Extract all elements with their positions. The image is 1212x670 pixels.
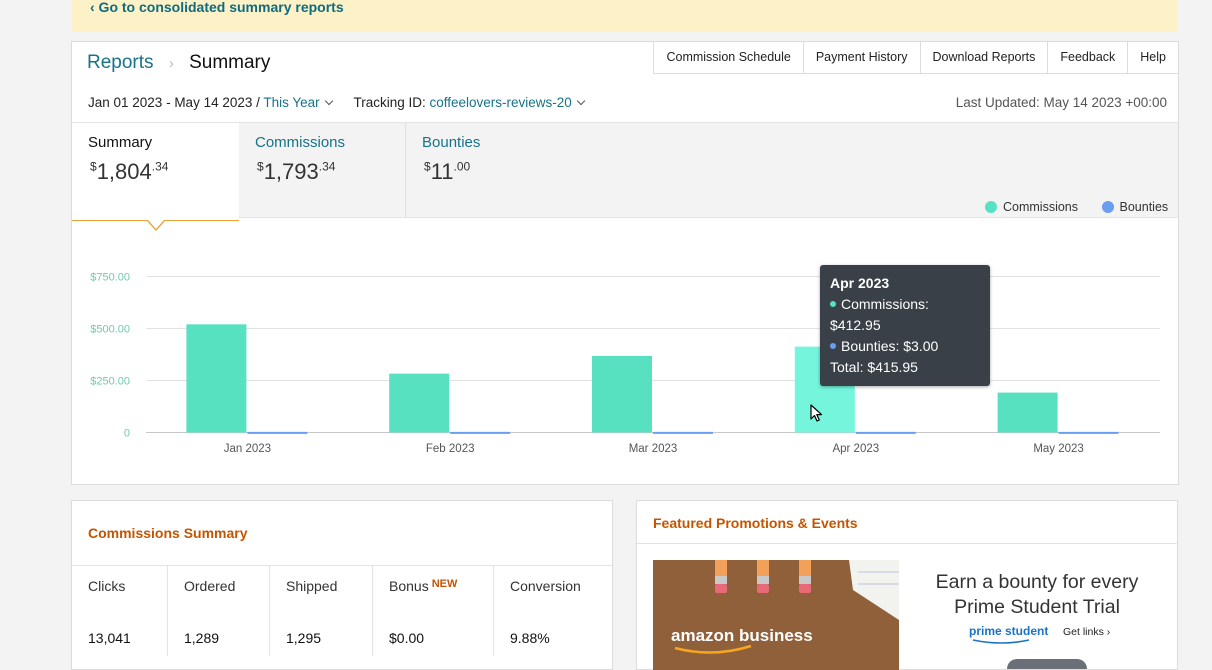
nav-help[interactable]: Help	[1127, 42, 1178, 74]
commissions-summary-stats: Clicks 13,041 Ordered 1,289 Shipped 1,29…	[72, 565, 612, 656]
period-selector[interactable]: This Year	[263, 95, 320, 110]
tab-summary-value: $1,804.34	[90, 159, 169, 184]
tooltip-commissions-dot-icon	[830, 301, 836, 307]
page-title: Summary	[189, 52, 271, 73]
stat-shipped: Shipped 1,295	[270, 566, 373, 656]
active-tab-caret-icon	[147, 220, 165, 231]
tab-commissions-label: Commissions	[255, 134, 346, 151]
stat-conversion-value: 9.88%	[510, 630, 550, 646]
tab-bounties[interactable]: Bounties $11.00	[406, 123, 573, 217]
tab-commissions[interactable]: Commissions $1,793.34	[239, 123, 406, 217]
legend-bounties-dot-icon	[1101, 201, 1114, 213]
tab-bounties-label: Bounties	[422, 134, 481, 151]
stat-clicks: Clicks 13,041	[72, 566, 168, 656]
consolidated-reports-link[interactable]: ‹ Go to consolidated summary reports	[90, 0, 344, 15]
breadcrumb-reports[interactable]: Reports	[87, 52, 154, 73]
stat-bonus-value: $0.00	[389, 630, 425, 646]
nav-commission-schedule[interactable]: Commission Schedule	[653, 42, 803, 74]
amazon-business-banner[interactable]: amazon business	[653, 560, 899, 670]
commissions-summary-title: Commissions Summary	[88, 525, 248, 541]
prime-student-logo: prime student	[969, 624, 1048, 644]
tooltip-total: Total: $415.95	[830, 359, 918, 375]
promo-headline: Earn a bounty for every Prime Student Tr…	[935, 571, 1139, 618]
breadcrumb-separator-icon: ›	[168, 55, 174, 72]
tooltip-commissions: Commissions: $412.95	[830, 296, 929, 333]
last-updated: Last Updated: May 14 2023 +00:00	[955, 95, 1167, 110]
tab-bounties-value: $11.00	[424, 159, 471, 184]
promotions-card: Featured Promotions & Events amazon busi…	[636, 500, 1178, 670]
mouse-cursor-icon	[810, 404, 823, 422]
tab-summary-label: Summary	[88, 134, 153, 151]
promotions-title: Featured Promotions & Events	[653, 515, 858, 531]
report-nav: Commission Schedule Payment History Down…	[653, 42, 1178, 74]
promo-photo-strip	[1007, 659, 1087, 669]
chart-tooltip: Apr 2023 Commissions: $412.95 Bounties: …	[820, 265, 990, 386]
legend-commissions[interactable]: Commissions	[985, 200, 1078, 214]
summary-card: Commission Schedule Payment History Down…	[71, 41, 1179, 485]
stat-conversion-label: Conversion	[510, 578, 581, 594]
tooltip-bounties: Bounties: $3.00	[830, 336, 980, 357]
legend-commissions-dot-icon	[985, 201, 997, 213]
stat-clicks-label: Clicks	[88, 578, 126, 594]
nav-feedback[interactable]: Feedback	[1047, 42, 1128, 74]
stat-ordered-label: Ordered	[184, 578, 236, 594]
summary-tabs: Summary $1,804.34 Commissions $1,793.34 …	[72, 122, 1178, 231]
period-chevron-down-icon[interactable]	[324, 96, 333, 106]
commissions-summary-card: Commissions Summary Clicks 13,041 Ordere…	[71, 500, 613, 670]
consolidated-reports-banner: ‹ Go to consolidated summary reports	[72, 0, 1178, 32]
get-links-button[interactable]: Get links ›	[1063, 626, 1111, 638]
promotions-divider	[637, 543, 1177, 544]
stat-shipped-value: 1,295	[286, 630, 322, 646]
amazon-business-image	[653, 560, 899, 670]
legend-bounties[interactable]: Bounties	[1101, 200, 1168, 214]
stat-ordered-value: 1,289	[184, 630, 220, 646]
new-badge: NEW	[431, 578, 458, 590]
date-range: Jan 01 2023 - May 14 2023 /	[88, 95, 260, 110]
stat-shipped-label: Shipped	[286, 578, 338, 594]
tooltip-bounties-dot-icon	[830, 343, 836, 349]
stat-bonus: Bonus NEW $0.00	[373, 566, 494, 656]
tracking-chevron-down-icon[interactable]	[576, 96, 586, 106]
prime-smile-icon	[972, 639, 1030, 644]
chart-legend: Commissions Bounties	[985, 200, 1168, 214]
tab-summary[interactable]: Summary $1,804.34	[72, 123, 239, 231]
tracking-label: Tracking ID:	[353, 95, 426, 110]
tab-commissions-value: $1,793.34	[257, 159, 336, 184]
tooltip-title: Apr 2023	[830, 275, 890, 291]
stat-clicks-value: 13,041	[88, 630, 131, 646]
stat-conversion: Conversion 9.88%	[494, 566, 612, 656]
stat-bonus-label: Bonus NEW	[389, 578, 458, 594]
nav-download-reports[interactable]: Download Reports	[919, 42, 1048, 74]
nav-payment-history[interactable]: Payment History	[802, 42, 920, 74]
stat-ordered: Ordered 1,289	[168, 566, 270, 656]
breadcrumb: Reports › Summary	[87, 52, 270, 74]
amazon-business-wordmark: amazon business	[671, 626, 813, 645]
tracking-id-selector[interactable]: coffeelovers-reviews-20	[429, 95, 572, 110]
filter-bar: Jan 01 2023 - May 14 2023 / This Year Tr…	[88, 95, 588, 110]
